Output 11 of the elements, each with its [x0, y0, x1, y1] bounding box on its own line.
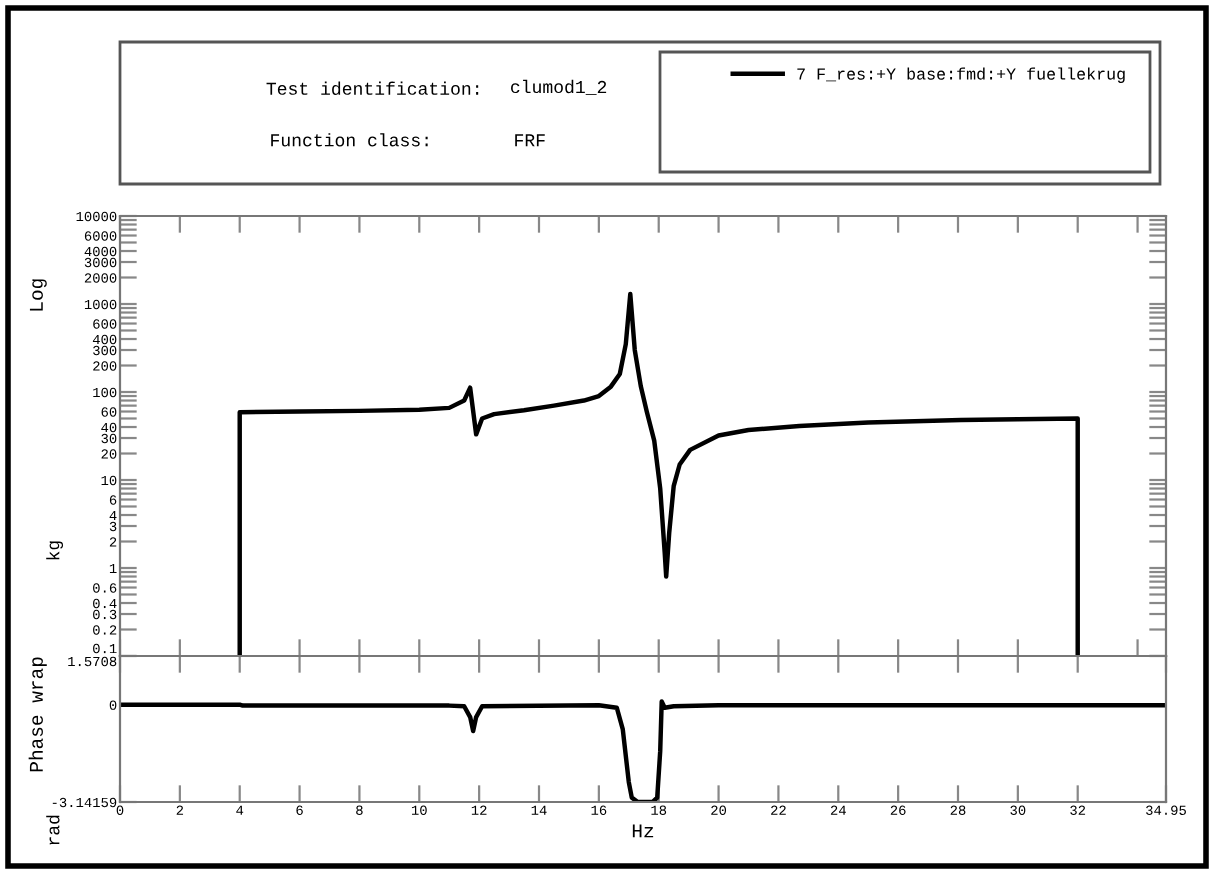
legend-label: 7 F_res:+Y base:fmd:+Y fuellekrug — [797, 67, 1125, 83]
text: Test identification: — [266, 81, 479, 95]
line-series — [237, 291, 1080, 656]
text: rad — [46, 815, 60, 845]
y-axis-title: Log — [29, 279, 47, 311]
x-axis-title: Hz — [632, 824, 654, 838]
text: FRF — [515, 134, 545, 147]
text: kg — [46, 541, 64, 560]
y-axis-title: Phase wrap — [28, 657, 47, 772]
text: clumod1_2 — [511, 79, 607, 95]
text: Function class: — [271, 133, 428, 147]
